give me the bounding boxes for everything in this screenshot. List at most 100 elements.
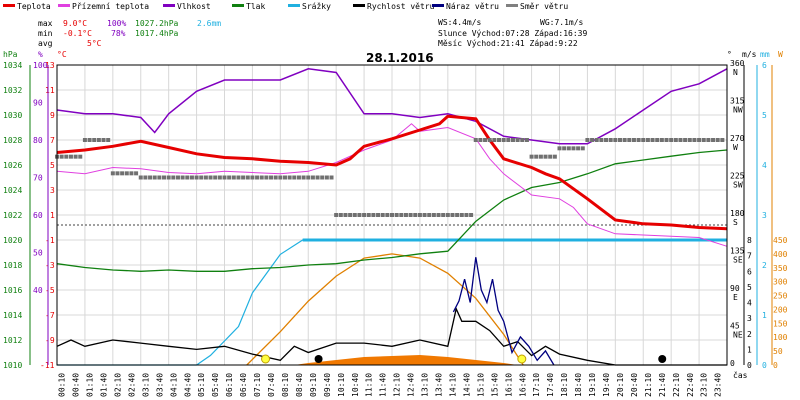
time-tick-label: 01:40 <box>100 373 109 397</box>
stats-max-press: 1027.2hPa <box>135 19 179 28</box>
pct-tick-label: 50 <box>33 249 43 258</box>
wind-direction-dot <box>604 138 609 142</box>
dir-tick-name: NW <box>733 106 743 115</box>
mm-tick-label: 3 <box>762 211 767 220</box>
stats-max-temp: 9.0°C <box>63 19 87 28</box>
wind-direction-dot <box>483 138 488 142</box>
stats-header: max 9.0°C 100% 1027.2hPa 2.6mm min -0.1°… <box>38 18 587 65</box>
wm2-axis-label: W <box>778 50 783 59</box>
wind-direction-dot <box>366 213 371 217</box>
degc-tick-label: -1 <box>45 236 55 245</box>
wind-direction-dot <box>134 171 139 176</box>
wind-direction-dot <box>645 138 650 142</box>
wind-speed-line <box>56 306 727 366</box>
time-tick-label: 22:10 <box>672 373 681 397</box>
wind-direction-dot <box>450 213 455 217</box>
time-tick-label: 20:40 <box>630 373 639 397</box>
ground-temperature-line <box>56 123 728 247</box>
ms-tick-label: 6 <box>747 267 752 276</box>
wind-direction-dot <box>320 175 325 180</box>
degc-tick-label: 13 <box>45 61 55 70</box>
wind-direction-dot <box>510 138 515 142</box>
mm-tick-label: 1 <box>762 311 767 320</box>
time-tick-label: 16:10 <box>504 373 513 397</box>
wind-direction-dot <box>338 213 343 217</box>
time-tick-label: 19:10 <box>588 373 597 397</box>
wind-direction-dot <box>524 138 529 142</box>
dir-tick-name: NE <box>733 331 743 340</box>
wind-direction-dot <box>264 175 269 180</box>
time-tick-label: 20:10 <box>616 373 625 397</box>
legend-swatch <box>232 4 244 7</box>
wind-direction-dot <box>106 138 111 142</box>
wind-direction-dot <box>669 138 674 142</box>
wind-direction-dot <box>594 138 599 142</box>
wind-direction-dot <box>720 138 725 142</box>
wind-direction-dot <box>343 213 348 217</box>
wind-direction-dot <box>68 154 73 159</box>
wind-direction-dot <box>92 138 97 142</box>
wind-direction-dot <box>571 146 576 151</box>
dir-tick-name: E <box>733 293 738 302</box>
wind-direction-dot <box>487 138 492 142</box>
wind-direction-dot <box>590 138 595 142</box>
time-tick-label: 09:10 <box>309 373 318 397</box>
wind-direction-dot <box>185 175 190 180</box>
wind-direction-dot <box>301 175 306 180</box>
wind-direction-dot <box>608 138 613 142</box>
time-tick-label: 07:40 <box>267 373 276 397</box>
ms-tick-label: 1 <box>747 345 752 354</box>
rain-line <box>57 239 727 366</box>
wind-direction-dot <box>115 171 120 176</box>
wind-direction-dot <box>427 213 432 217</box>
wind-direction-dot <box>152 175 157 180</box>
legend-label: Vlhkost <box>177 2 211 11</box>
time-tick-label: 06:10 <box>225 373 234 397</box>
stats-max-label: max <box>38 19 53 28</box>
wind-direction-dot <box>213 175 218 180</box>
wm2-tick-label: 150 <box>773 319 788 328</box>
wind-direction-dot <box>245 175 250 180</box>
wind-direction-dot <box>399 213 404 217</box>
wind-direction-dot <box>701 138 706 142</box>
wind-direction-dot <box>515 138 520 142</box>
stats-max-rain: 2.6mm <box>197 19 221 28</box>
wind-direction-dot <box>259 175 264 180</box>
wind-direction-dot <box>408 213 413 217</box>
wind-direction-dot <box>217 175 222 180</box>
wind-direction-dot <box>306 175 311 180</box>
wind-direction-dot <box>138 175 143 180</box>
wind-direction-dot <box>520 138 525 142</box>
wind-direction-dot <box>622 138 627 142</box>
wind-direction-dot <box>613 138 618 142</box>
time-tick-label: 09:40 <box>323 373 332 397</box>
wind-direction-dot <box>431 213 436 217</box>
time-tick-label: 03:40 <box>155 373 164 397</box>
wind-direction-dot <box>413 213 418 217</box>
wind-direction-dot <box>287 175 292 180</box>
time-tick-label: 01:10 <box>86 373 95 397</box>
wind-direction-dot <box>352 213 357 217</box>
time-tick-label: 03:10 <box>141 373 150 397</box>
wm2-tick-label: 300 <box>773 278 788 287</box>
wind-direction-dot <box>175 175 180 180</box>
wind-direction-dot <box>329 175 334 180</box>
hpa-tick-label: 1034 <box>3 61 22 70</box>
wm2-tick-label: 350 <box>773 264 788 273</box>
dir-tick-name: W <box>733 143 738 152</box>
time-tick-label: 12:40 <box>407 373 416 397</box>
ms-axis-label: m/s <box>742 50 757 59</box>
dir-tick-degree: 45 <box>730 322 740 331</box>
wind-direction-dot <box>441 213 446 217</box>
wind-direction-dot <box>362 213 367 217</box>
pct-axis-label: % <box>38 50 43 59</box>
dir-tick-degree: 180 <box>730 209 745 218</box>
wind-direction-dot <box>166 175 171 180</box>
time-tick-label: 16:40 <box>518 373 527 397</box>
time-tick-label: 17:10 <box>532 373 541 397</box>
wind-direction-dot <box>385 213 390 217</box>
wind-direction-dot <box>548 154 553 159</box>
wind-direction-dot <box>231 175 236 180</box>
dir-tick-degree: 225 <box>730 172 745 181</box>
